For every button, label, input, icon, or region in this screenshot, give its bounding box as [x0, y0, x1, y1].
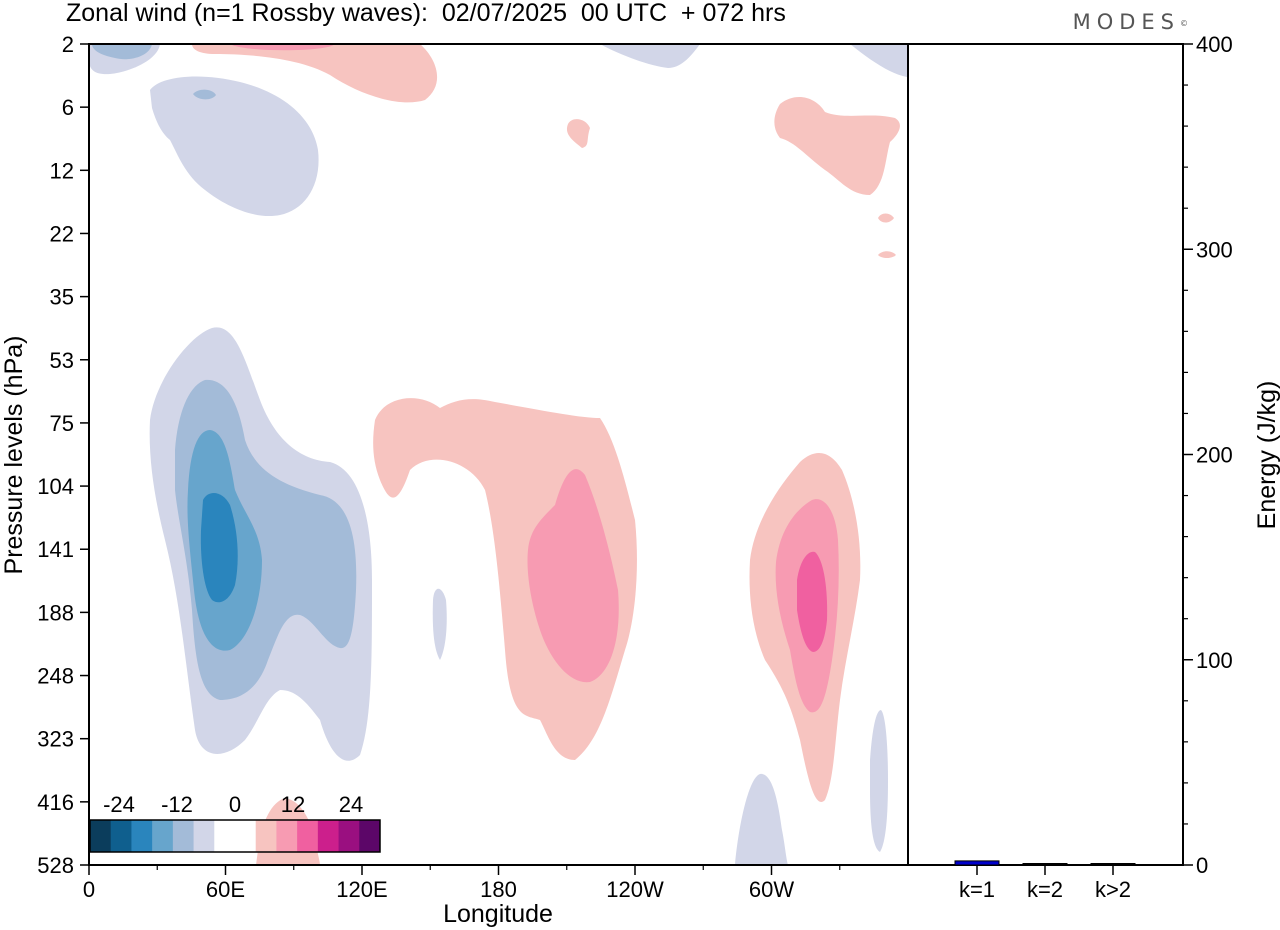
x-tick-label-longitude: 60W [749, 877, 794, 902]
colorbar [89, 819, 381, 853]
y-tick-label-pressure: 53 [50, 348, 74, 373]
bar-category-label: k>2 [1095, 877, 1131, 902]
contour-pos-strat-e [878, 251, 896, 258]
y-axis-label-energy: Energy (J/kg) [1253, 381, 1280, 530]
colorbar-swatch [152, 820, 174, 852]
x-tick-label-longitude: 120E [336, 877, 387, 902]
chart-title: Zonal wind (n=1 Rossby waves): 02/07/202… [66, 0, 786, 27]
x-tick-label-longitude: 60E [206, 877, 245, 902]
y-tick-label-energy: 200 [1196, 443, 1233, 468]
y-tick-label-pressure: 22 [50, 221, 74, 246]
colorbar-label: -24 [103, 792, 135, 817]
colorbar-border [89, 819, 381, 853]
energy-bar [954, 860, 1000, 866]
contour-field [89, 44, 907, 865]
y-tick-label-pressure: 416 [37, 790, 74, 815]
y-tick-label-pressure: 6 [62, 95, 74, 120]
energy-categories: k=1 k=2 k>2 [959, 865, 1131, 902]
colorbar-swatch [193, 820, 215, 852]
x-tick-label-longitude: 180 [480, 877, 517, 902]
colorbar-swatch [317, 820, 340, 852]
contour-neg-strat-b [150, 76, 319, 217]
bar-plot-frame [908, 43, 1184, 866]
contour-pos-strat-d [878, 213, 894, 223]
bar-category-label: k=2 [1027, 877, 1063, 902]
colorbar-label: 0 [229, 792, 241, 817]
contour-neg-60e-level4 [200, 493, 238, 603]
y-tick-label-pressure: 323 [37, 727, 74, 752]
colorbar-swatch [276, 820, 298, 852]
contour-pos-150w-level2 [527, 469, 619, 683]
colorbar-labels: -24 -12 0 12 24 [103, 792, 363, 817]
brand-mark: © [1180, 19, 1188, 28]
y-tick-label-pressure: 528 [37, 853, 74, 878]
brand-name: MODES [1072, 10, 1180, 34]
brand-logo: MODES© [1073, 8, 1188, 36]
colorbar-swatch [131, 820, 153, 852]
y-axis-pressure: 2 6 12 22 35 53 75 104 141 188 248 323 416 528 [37, 32, 89, 878]
x-tick-label-longitude: 120W [606, 877, 664, 902]
contour-neg-surface-20w [870, 710, 888, 852]
x-tick-label-longitude: 0 [83, 877, 95, 902]
contour-pos-strat-a-core [230, 44, 335, 51]
contour-neg-strat-c [600, 44, 700, 68]
colorbar-swatch [255, 820, 277, 852]
colorbar-swatch [110, 820, 132, 852]
energy-bar [1022, 863, 1068, 866]
y-tick-label-pressure: 2 [62, 32, 74, 57]
colorbar-swatch [90, 820, 112, 852]
y-tick-label-pressure: 141 [37, 537, 74, 562]
energy-bar [1090, 863, 1136, 866]
contour-neg-strat-d [850, 44, 907, 77]
x-axis-longitude: 0 60E 120E 180 120W 60W [83, 865, 841, 902]
y-tick-label-pressure: 188 [37, 600, 74, 625]
energy-bars [954, 860, 1136, 866]
contour-neg-surface-65w [735, 773, 788, 865]
contour-neg-strat-a-core [92, 44, 152, 60]
contour-pos-strat-a [192, 44, 438, 103]
bar-category-label: k=1 [959, 877, 995, 902]
contour-pos-strat-c [774, 97, 900, 195]
y-axis-energy: 0 100 200 300 400 [1183, 32, 1233, 878]
colorbar-swatch [172, 820, 195, 852]
y-tick-label-pressure: 248 [37, 664, 74, 689]
y-tick-label-pressure: 75 [50, 411, 74, 436]
colorbar-label: -12 [161, 792, 193, 817]
colorbar-swatch [359, 820, 381, 852]
y-tick-label-pressure: 104 [37, 474, 74, 499]
x-axis-label: Longitude [443, 900, 553, 928]
colorbar-swatch [235, 820, 257, 852]
y-tick-label-energy: 100 [1196, 648, 1233, 673]
y-tick-label-energy: 0 [1196, 853, 1208, 878]
y-tick-label-pressure: 35 [50, 285, 74, 310]
y-tick-label-pressure: 12 [50, 158, 74, 183]
colorbar-swatch [214, 820, 236, 852]
colorbar-swatch [338, 820, 360, 852]
contour-neg-155e [432, 588, 447, 660]
y-tick-label-energy: 400 [1196, 32, 1233, 57]
colorbar-swatch [297, 820, 319, 852]
y-axis-label-pressure: Pressure levels (hPa) [0, 336, 28, 575]
y-tick-label-energy: 300 [1196, 237, 1233, 262]
colorbar-label: 12 [281, 792, 305, 817]
contour-pos-50w-level3 [797, 551, 828, 652]
colorbar-label: 24 [339, 792, 363, 817]
contour-neg-strat-b-core [193, 89, 216, 100]
contour-pos-strat-b [566, 119, 590, 148]
